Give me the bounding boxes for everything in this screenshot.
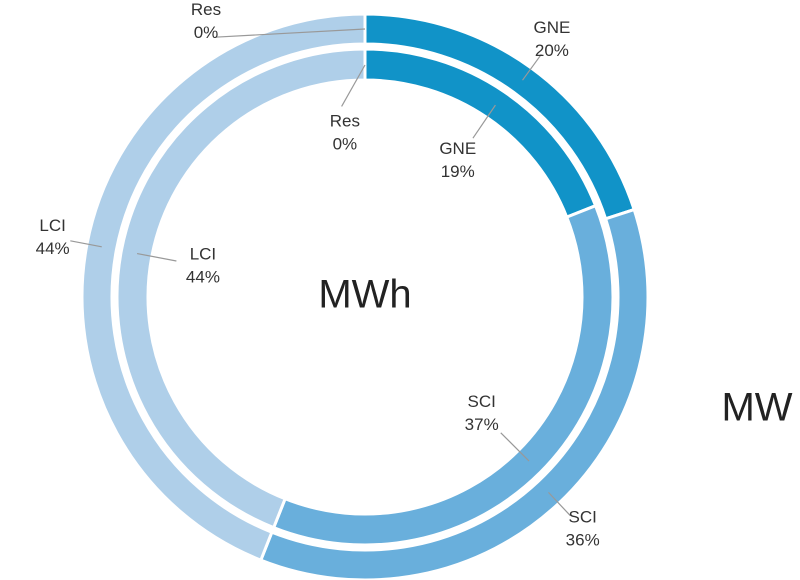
label-name: LCI [39,216,65,235]
label-name: Res [330,112,360,131]
leader-line [500,432,530,462]
label-value: 36% [566,530,600,549]
label-value: 44% [36,239,70,258]
label-name: LCI [190,245,216,264]
label-name: GNE [439,139,476,158]
leader-line [70,240,102,248]
label-value: 20% [535,41,569,60]
label-value: 0% [194,23,219,42]
outer-ring-title: MW [721,386,792,430]
leader-line [136,252,177,262]
leader-line [214,28,366,38]
leader-line [472,104,496,139]
inner-ring-title: MWh [318,273,411,317]
leader-line [522,53,542,81]
label-value: 44% [186,268,220,287]
label-name: GNE [533,18,570,37]
label-value: 37% [465,415,499,434]
leader-line [341,64,366,107]
label-name: SCI [569,507,597,526]
label-value: 0% [333,135,358,154]
label-name: Res [191,0,221,19]
leader-line [548,491,571,517]
label-name: SCI [468,392,496,411]
label-value: 19% [441,162,475,181]
